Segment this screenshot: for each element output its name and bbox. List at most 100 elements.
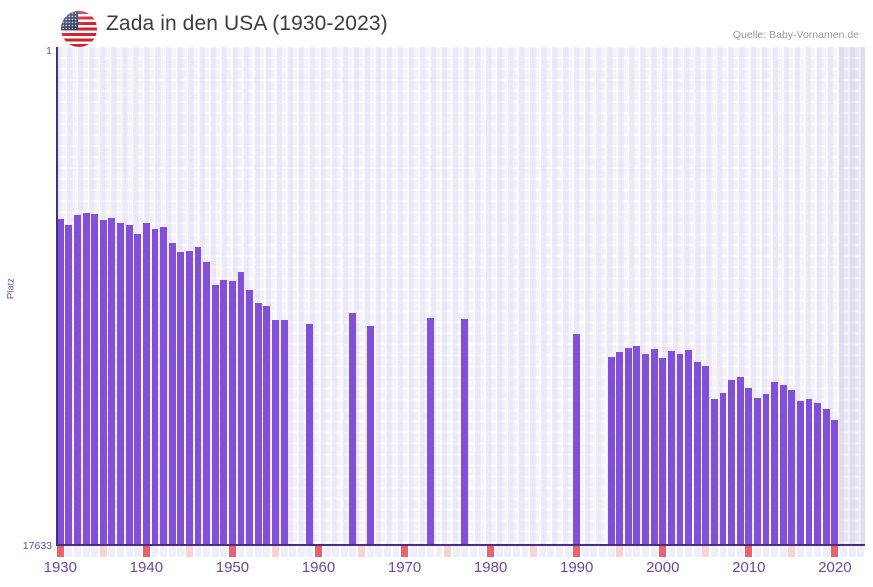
- shaded-future-region: [839, 47, 865, 544]
- bar[interactable]: [624, 348, 632, 544]
- bar[interactable]: [366, 326, 374, 544]
- x-axis-marker: [418, 546, 426, 557]
- bar[interactable]: [762, 393, 770, 544]
- bar[interactable]: [779, 385, 787, 544]
- bar[interactable]: [82, 212, 90, 544]
- bar[interactable]: [573, 333, 581, 544]
- bar[interactable]: [831, 419, 839, 544]
- bar[interactable]: [719, 393, 727, 544]
- bar[interactable]: [349, 313, 357, 544]
- bar[interactable]: [168, 243, 176, 544]
- flag-canton: [61, 11, 78, 31]
- x-axis-marker: [616, 546, 624, 557]
- y-axis-title: Platz: [5, 277, 17, 300]
- bar[interactable]: [56, 218, 64, 544]
- bar[interactable]: [702, 366, 710, 544]
- bar[interactable]: [254, 302, 262, 544]
- x-axis-marker: [805, 546, 813, 557]
- x-axis-marker: [745, 546, 753, 557]
- bar[interactable]: [426, 318, 434, 544]
- bar[interactable]: [685, 349, 692, 544]
- x-axis-marker: [228, 546, 236, 557]
- bar[interactable]: [753, 398, 761, 544]
- bar[interactable]: [306, 324, 314, 544]
- x-axis-marker: [272, 546, 279, 557]
- page-title: Zada in den USA (1930-2023): [106, 12, 388, 35]
- x-axis-tick-1930: 1930: [43, 559, 77, 576]
- bar[interactable]: [805, 399, 813, 544]
- x-axis-marker: [134, 546, 142, 557]
- bar[interactable]: [108, 218, 116, 544]
- bar[interactable]: [203, 261, 211, 544]
- x-axis-marker-strip: [56, 546, 865, 557]
- x-axis-marker: [383, 546, 391, 557]
- x-axis-marker: [736, 546, 744, 557]
- x-axis-marker: [99, 546, 107, 557]
- bar[interactable]: [633, 345, 641, 544]
- x-axis-marker: [599, 546, 606, 557]
- x-axis-marker: [487, 546, 495, 557]
- bar[interactable]: [771, 381, 779, 544]
- bar[interactable]: [237, 272, 245, 544]
- x-axis-marker: [650, 546, 658, 557]
- bar[interactable]: [151, 228, 159, 544]
- bar[interactable]: [745, 388, 753, 544]
- x-axis-marker: [624, 546, 632, 557]
- bar[interactable]: [194, 246, 202, 544]
- bar[interactable]: [160, 226, 167, 544]
- bar[interactable]: [228, 281, 236, 544]
- x-axis-marker: [504, 546, 512, 557]
- x-axis-marker: [659, 546, 667, 557]
- bar[interactable]: [659, 357, 667, 544]
- bar[interactable]: [280, 320, 288, 544]
- x-axis-marker: [676, 546, 684, 557]
- x-axis-marker: [306, 546, 314, 557]
- x-axis-marker: [108, 546, 116, 557]
- x-axis-marker: [667, 546, 675, 557]
- bar[interactable]: [65, 224, 73, 544]
- bar[interactable]: [693, 362, 701, 544]
- bar[interactable]: [125, 225, 133, 544]
- bar[interactable]: [822, 409, 830, 544]
- bar[interactable]: [814, 402, 822, 544]
- bar[interactable]: [667, 350, 675, 544]
- bar[interactable]: [616, 352, 624, 544]
- x-axis-marker: [125, 546, 133, 557]
- x-axis-marker: [521, 546, 529, 557]
- bar[interactable]: [117, 223, 124, 544]
- bar[interactable]: [272, 320, 279, 544]
- bar[interactable]: [607, 357, 615, 544]
- x-axis-marker: [246, 546, 254, 557]
- bar[interactable]: [134, 233, 142, 544]
- bar[interactable]: [642, 354, 649, 544]
- x-axis-marker: [151, 546, 159, 557]
- x-axis-marker: [444, 546, 452, 557]
- x-axis-marker: [581, 546, 589, 557]
- bar[interactable]: [797, 400, 804, 544]
- x-axis-marker: [512, 546, 520, 557]
- bar[interactable]: [710, 399, 718, 544]
- bar[interactable]: [220, 279, 228, 544]
- x-axis-marker: [822, 546, 830, 557]
- bar[interactable]: [177, 252, 185, 544]
- bar[interactable]: [650, 348, 658, 544]
- bar[interactable]: [263, 306, 271, 544]
- bar[interactable]: [74, 215, 81, 544]
- bar[interactable]: [99, 219, 107, 544]
- x-axis-marker: [375, 546, 383, 557]
- bar[interactable]: [676, 353, 684, 544]
- x-axis-marker: [710, 546, 718, 557]
- x-axis-marker: [349, 546, 357, 557]
- bar[interactable]: [91, 214, 99, 544]
- bar[interactable]: [728, 380, 736, 544]
- bar[interactable]: [211, 285, 219, 544]
- x-axis-marker: [693, 546, 701, 557]
- bar[interactable]: [142, 222, 150, 544]
- x-axis-marker: [495, 546, 503, 557]
- bar[interactable]: [246, 289, 254, 544]
- x-axis-marker: [590, 546, 598, 557]
- bar[interactable]: [461, 319, 469, 544]
- bar[interactable]: [185, 250, 193, 544]
- bar[interactable]: [788, 390, 796, 544]
- bar[interactable]: [736, 376, 744, 544]
